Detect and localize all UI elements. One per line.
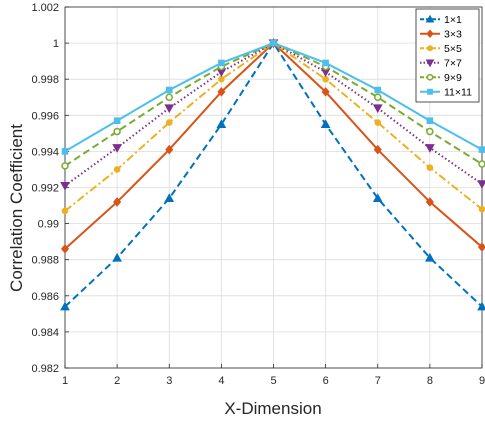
data-point bbox=[321, 87, 330, 97]
data-point bbox=[372, 193, 383, 203]
data-point bbox=[60, 244, 70, 254]
y-axis-ticks: 0.982 0.984 0.986 0.988 0.99 0.992 0.994 0.996 0… bbox=[31, 2, 69, 375]
y-tick-label: 1 bbox=[53, 38, 59, 50]
data-point bbox=[113, 127, 121, 136]
y-tick-label: 0.984 bbox=[31, 327, 59, 339]
data-point bbox=[112, 144, 122, 153]
legend-box bbox=[415, 8, 480, 103]
legend: 1×1 3×3 5×5 7×7 9×9 11×11 bbox=[415, 8, 480, 103]
data-point bbox=[112, 252, 122, 262]
legend-item: 7×7 bbox=[420, 58, 462, 70]
data-point bbox=[165, 119, 173, 126]
legend-marker bbox=[427, 45, 433, 52]
legend-label: 9×9 bbox=[444, 72, 462, 84]
series-5 bbox=[61, 39, 485, 155]
legend-marker bbox=[425, 14, 435, 23]
data-point bbox=[164, 193, 175, 203]
data-point bbox=[477, 301, 485, 311]
legend-item: 3×3 bbox=[420, 29, 462, 41]
data-point bbox=[165, 93, 173, 101]
data-point bbox=[426, 117, 434, 125]
x-tick-label: 3 bbox=[166, 375, 172, 387]
data-point bbox=[478, 160, 485, 168]
x-tick-label: 5 bbox=[270, 375, 276, 387]
x-tick-label: 8 bbox=[427, 375, 433, 387]
y-tick-label: 1.002 bbox=[31, 2, 59, 14]
legend-label: 3×3 bbox=[444, 29, 462, 41]
data-point bbox=[322, 75, 329, 83]
data-point bbox=[218, 59, 225, 67]
data-point bbox=[425, 197, 434, 207]
legend-label: 11×11 bbox=[444, 87, 472, 99]
data-point bbox=[61, 207, 69, 215]
y-tick-label: 0.988 bbox=[31, 255, 59, 267]
y-tick-label: 0.982 bbox=[31, 363, 59, 375]
data-point bbox=[374, 93, 382, 101]
data-point bbox=[477, 242, 485, 252]
legend-label: 7×7 bbox=[444, 58, 462, 70]
data-point bbox=[113, 197, 122, 207]
data-point bbox=[478, 205, 485, 213]
data-point bbox=[165, 144, 174, 155]
y-tick-label: 0.994 bbox=[31, 146, 59, 158]
data-point bbox=[60, 301, 70, 311]
data-point bbox=[477, 180, 485, 189]
x-axis-title: X-Dimension bbox=[224, 399, 321, 418]
y-tick-label: 0.992 bbox=[31, 183, 59, 195]
data-point bbox=[322, 59, 329, 67]
data-point bbox=[478, 146, 485, 153]
data-point bbox=[374, 119, 382, 126]
legend-marker bbox=[425, 59, 435, 68]
y-axis-title: Correlation Coefficient bbox=[7, 124, 26, 292]
y-tick-label: 0.99 bbox=[38, 219, 59, 231]
data-point bbox=[320, 119, 331, 129]
data-point bbox=[113, 117, 121, 125]
data-point bbox=[425, 144, 435, 153]
data-point bbox=[218, 75, 225, 83]
legend-item: 1×1 bbox=[420, 14, 462, 26]
data-point bbox=[61, 148, 69, 155]
data-point bbox=[113, 166, 121, 173]
legend-marker bbox=[427, 88, 433, 95]
legend-label: 5×5 bbox=[444, 43, 462, 55]
data-point bbox=[61, 162, 69, 170]
legend-item: 5×5 bbox=[420, 43, 462, 55]
data-point bbox=[426, 127, 434, 136]
data-point bbox=[164, 104, 175, 114]
data-point bbox=[374, 86, 382, 94]
x-tick-label: 1 bbox=[62, 375, 68, 387]
legend-item: 9×9 bbox=[420, 72, 462, 84]
x-tick-label: 2 bbox=[114, 375, 120, 387]
data-point bbox=[270, 39, 277, 47]
legend-label: 1×1 bbox=[444, 14, 462, 26]
x-tick-label: 6 bbox=[323, 375, 329, 387]
legend-marker bbox=[426, 29, 434, 39]
data-point bbox=[217, 87, 226, 97]
x-tick-label: 9 bbox=[479, 375, 485, 387]
legend-marker bbox=[426, 73, 434, 81]
series-layer bbox=[60, 38, 485, 311]
data-point bbox=[216, 119, 227, 129]
y-tick-label: 0.996 bbox=[31, 110, 59, 122]
data-point bbox=[60, 181, 70, 191]
y-tick-label: 0.998 bbox=[31, 74, 59, 86]
data-point bbox=[426, 164, 434, 171]
x-tick-label: 4 bbox=[218, 375, 224, 387]
data-point bbox=[373, 144, 382, 155]
data-point bbox=[372, 104, 383, 114]
data-point bbox=[165, 86, 173, 94]
legend-item: 11×11 bbox=[420, 87, 472, 99]
series-line bbox=[64, 41, 483, 308]
data-point bbox=[425, 252, 435, 262]
x-axis-ticks: 1 2 3 4 5 6 7 8 9 bbox=[62, 364, 485, 387]
x-tick-label: 7 bbox=[375, 375, 381, 387]
y-tick-label: 0.986 bbox=[31, 291, 59, 303]
